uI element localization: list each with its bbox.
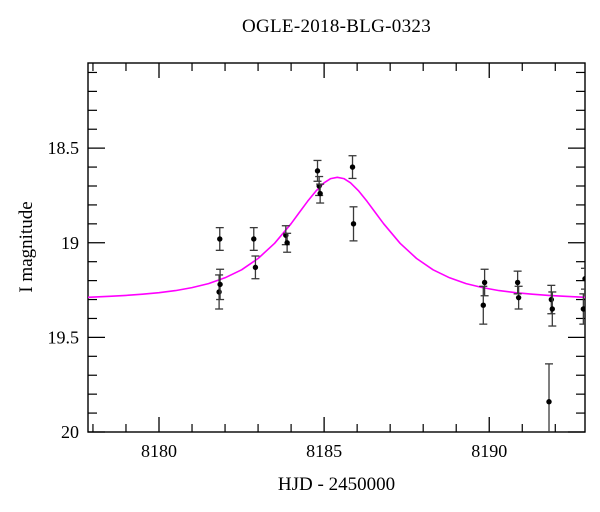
data-point <box>252 264 259 271</box>
plot-frame <box>87 62 586 433</box>
model-curve <box>88 176 585 299</box>
data-point <box>349 164 356 170</box>
data-point <box>217 281 223 288</box>
data-point <box>251 236 257 242</box>
data-point <box>284 240 290 246</box>
y-tick-label: 19.5 <box>48 327 80 347</box>
data-point <box>549 306 556 312</box>
data-point <box>548 296 555 303</box>
y-tick-label: 18.5 <box>48 138 80 158</box>
plot-title: OGLE-2018-BLG-0323 <box>241 16 432 37</box>
x-tick-label: 8190 <box>471 441 507 461</box>
data-point <box>350 221 357 227</box>
data-point <box>582 276 585 282</box>
x-tick-label: 8185 <box>306 441 342 461</box>
x-tick-label: 8180 <box>141 441 177 461</box>
data-point <box>546 399 552 405</box>
data-point <box>216 289 222 295</box>
data-point <box>515 294 522 301</box>
data-point <box>580 306 585 312</box>
data-layer <box>88 155 585 432</box>
data-point <box>480 302 486 308</box>
data-point <box>481 279 488 286</box>
data-point <box>317 190 323 197</box>
y-tick-label: 19 <box>61 233 79 253</box>
data-point <box>217 236 223 242</box>
data-point <box>514 279 521 286</box>
y-tick-label: 20 <box>61 422 79 442</box>
x-axis-label: HJD - 2450000 <box>277 474 396 495</box>
data-point <box>314 168 321 174</box>
